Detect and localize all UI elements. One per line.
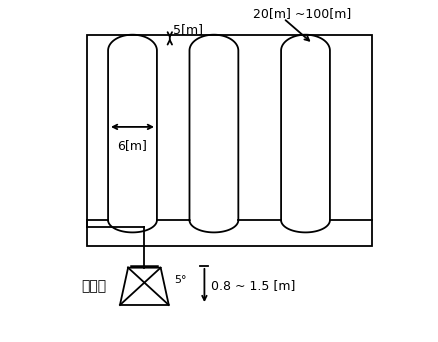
Text: 5°: 5°	[174, 275, 187, 285]
Text: 5[m]: 5[m]	[173, 24, 203, 37]
Text: 검출부: 검출부	[81, 279, 107, 293]
Bar	[87, 35, 372, 246]
Text: 0.8 ~ 1.5 [m]: 0.8 ~ 1.5 [m]	[211, 279, 296, 292]
Text: 6[m]: 6[m]	[117, 139, 148, 152]
Text: 20[m] ~100[m]: 20[m] ~100[m]	[253, 7, 351, 20]
